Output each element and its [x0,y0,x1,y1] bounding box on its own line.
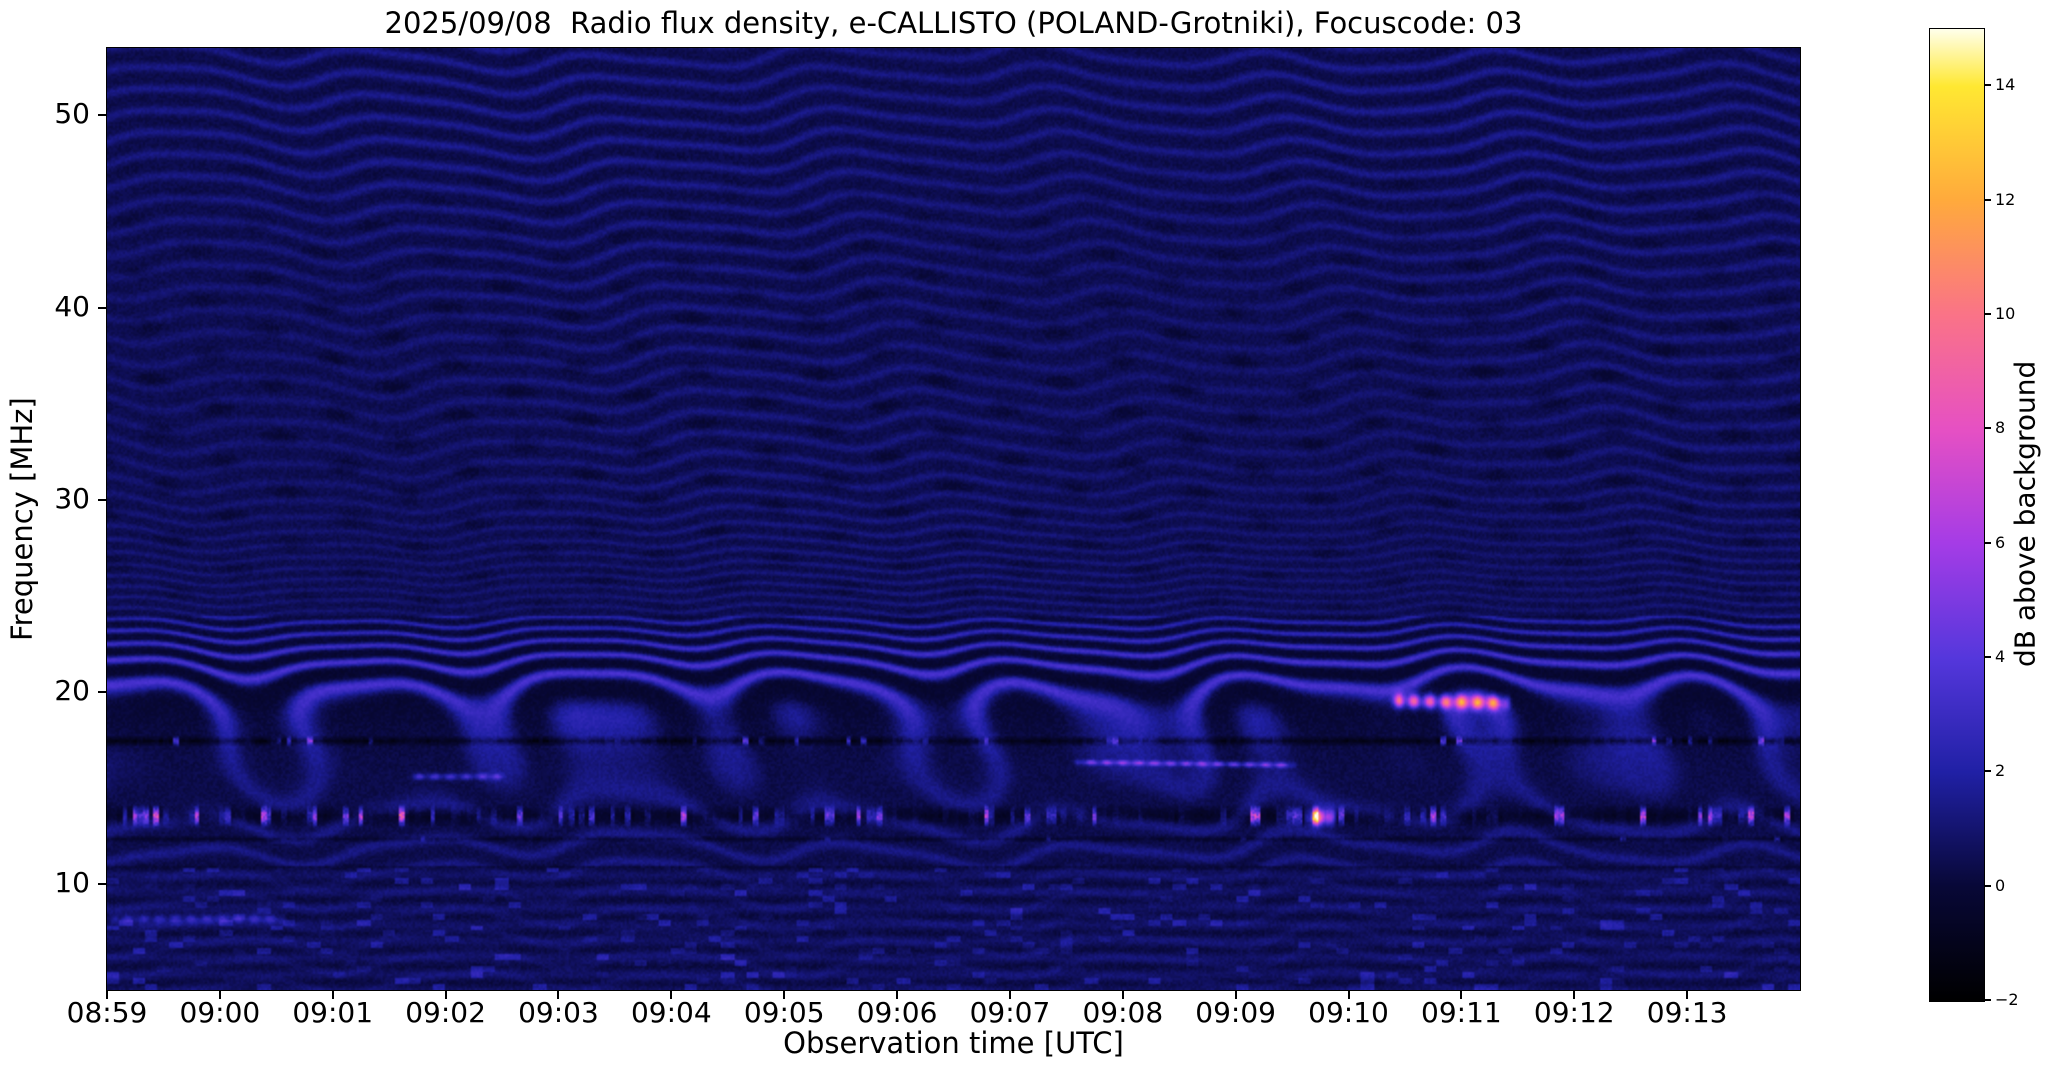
colorbar-tick-label: 6 [1995,532,2006,552]
y-tick-label: 50 [54,97,90,131]
y-axis-label: Frequency [MHz] [5,397,39,641]
y-tick-label: 20 [54,674,90,708]
spectrogram-plot-area [106,47,1801,991]
colorbar-tick-label: 10 [1995,303,2016,323]
x-tick-mark [896,990,899,999]
x-tick-mark [331,990,334,999]
y-tick-label: 10 [54,866,90,900]
y-tick-mark [98,114,107,117]
colorbar-tick-label: −2 [1995,990,2019,1009]
y-tick-mark [98,498,107,501]
colorbar-tick-label: 8 [1995,418,2006,438]
colorbar-tick-mark [1984,198,1991,201]
x-tick-label: 08:59 [66,996,148,1029]
x-tick-label: 09:13 [1646,996,1728,1029]
x-tick-label: 09:08 [1082,996,1164,1029]
x-tick-mark [557,990,560,999]
y-tick-label: 40 [54,289,90,323]
colorbar-tick-mark [1984,770,1991,773]
y-tick-mark [98,306,107,309]
colorbar [1929,28,1985,1002]
colorbar-tick-mark [1984,541,1991,544]
x-tick-label: 09:10 [1308,996,1389,1029]
x-tick-mark [1573,990,1576,999]
colorbar-tick-label: 2 [1995,761,2006,781]
colorbar-tick-mark [1984,84,1991,87]
x-tick-label: 09:05 [743,996,825,1029]
colorbar-tick-label: 14 [1995,75,2016,95]
x-tick-label: 09:04 [630,996,712,1029]
colorbar-tick-mark [1984,999,1991,1001]
colorbar-tick-mark [1984,655,1991,658]
x-tick-label: 09:07 [969,996,1051,1029]
spectrogram-canvas [107,48,1800,990]
x-tick-label: 09:09 [1195,996,1276,1029]
x-tick-mark [1460,990,1463,999]
x-tick-mark [106,990,108,999]
x-tick-mark [444,990,447,999]
x-tick-label: 09:12 [1533,996,1615,1029]
x-tick-label: 09:02 [405,996,486,1029]
x-tick-label: 09:03 [518,996,599,1029]
colorbar-tick-mark [1984,312,1991,315]
x-tick-label: 09:01 [292,996,374,1029]
colorbar-tick-mark [1984,427,1991,430]
x-tick-mark [1686,990,1689,999]
y-tick-mark [98,691,107,694]
colorbar-tick-label: 12 [1995,189,2016,209]
x-tick-mark [1121,990,1124,999]
x-tick-label: 09:11 [1421,996,1502,1029]
x-tick-label: 09:06 [856,996,938,1029]
x-tick-label: 09:00 [179,996,261,1029]
x-tick-mark [1347,990,1350,999]
colorbar-tick-label: 0 [1995,875,2006,895]
chart-title: 2025/09/08 Radio flux density, e-CALLIST… [384,6,1523,40]
x-tick-mark [1008,990,1011,999]
x-tick-mark [1234,990,1237,999]
colorbar-tick-mark [1984,884,1991,887]
y-tick-label: 30 [54,481,90,515]
x-tick-mark [783,990,786,999]
x-tick-mark [670,990,673,999]
colorbar-label: dB above background [2008,360,2042,668]
x-axis-label: Observation time [UTC] [783,1026,1124,1060]
x-tick-mark [218,990,221,999]
y-tick-mark [98,883,107,886]
colorbar-tick-label: 4 [1995,646,2006,666]
